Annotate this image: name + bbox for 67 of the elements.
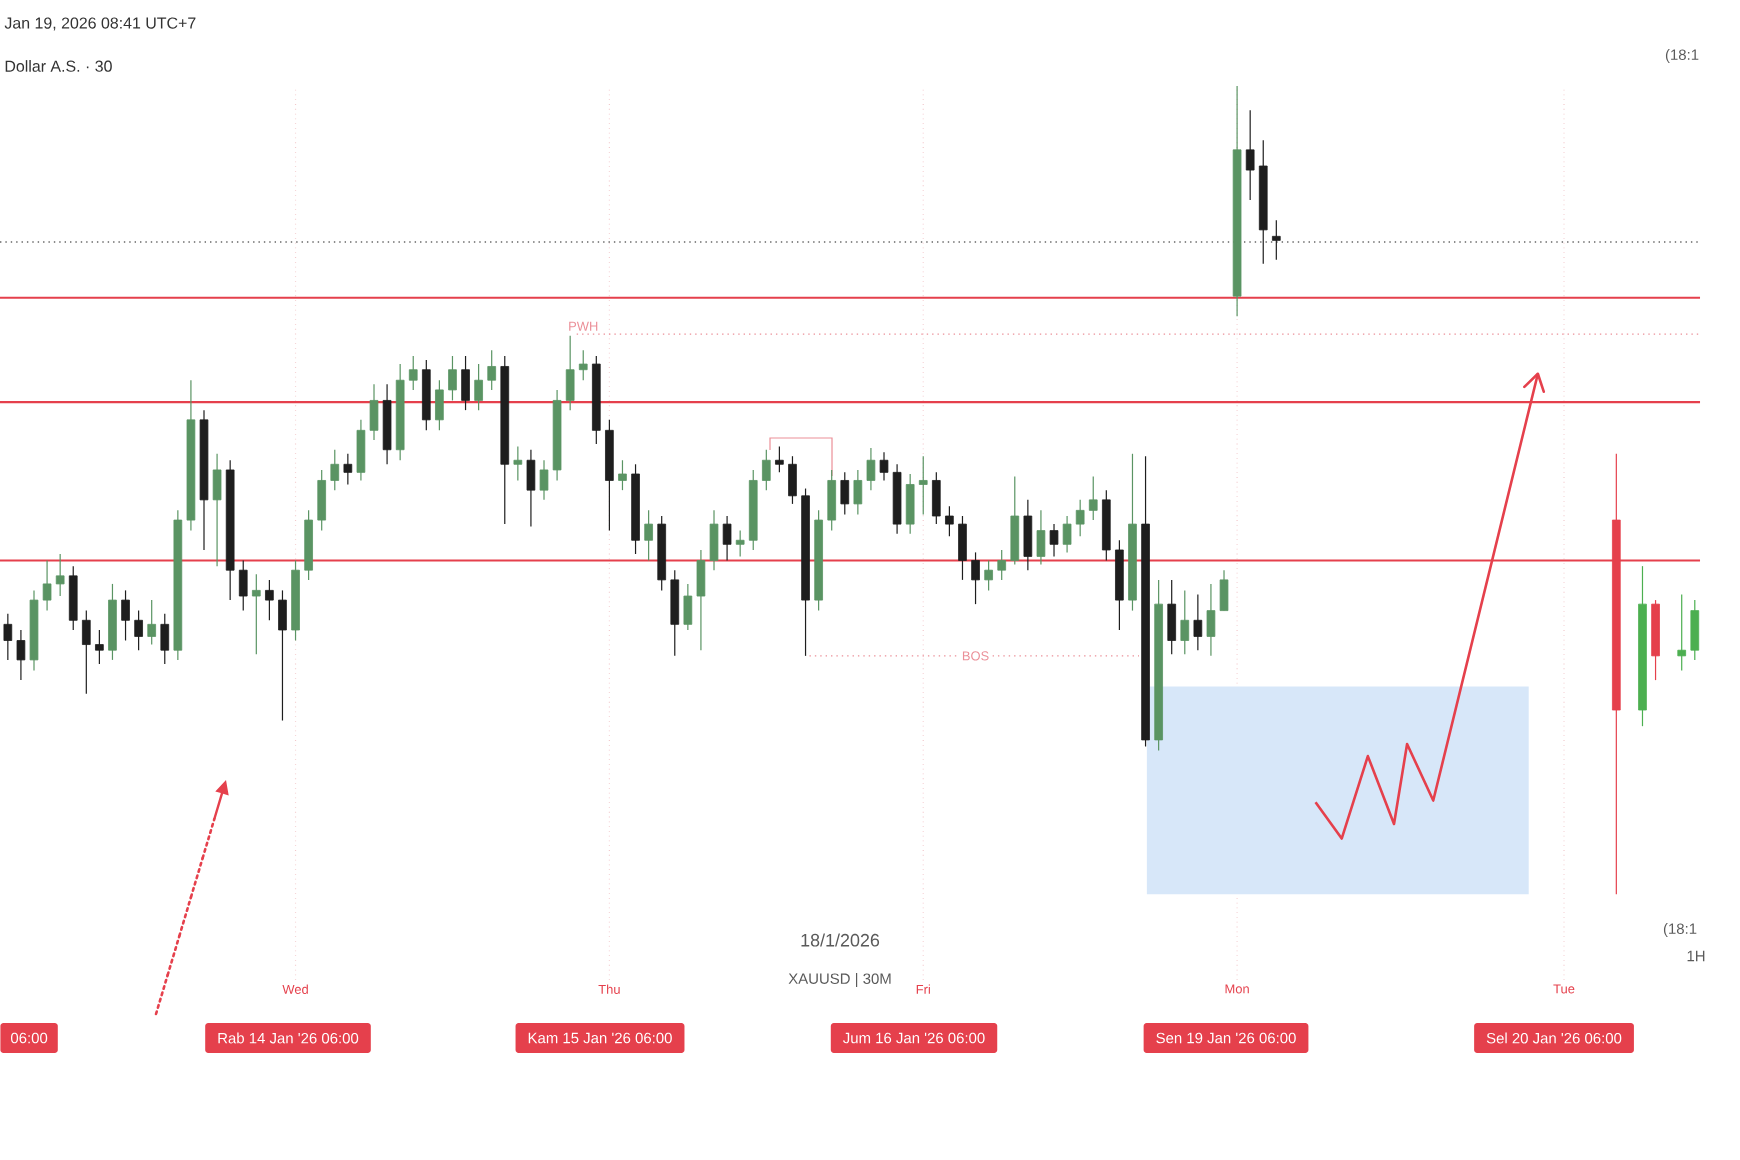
candlestick bbox=[1036, 509, 1046, 566]
candlestick bbox=[95, 629, 104, 665]
candlestick bbox=[330, 449, 340, 491]
candlestick bbox=[68, 565, 78, 631]
candlestick bbox=[578, 349, 588, 381]
candlestick bbox=[958, 515, 967, 581]
candlestick bbox=[278, 589, 287, 722]
candlestick bbox=[251, 573, 261, 655]
candlestick bbox=[827, 469, 837, 532]
candlestick bbox=[1088, 475, 1098, 521]
candlestick bbox=[932, 471, 941, 525]
candlestick bbox=[3, 613, 13, 661]
candlestick bbox=[735, 529, 745, 558]
candlestick bbox=[683, 583, 693, 631]
candlestick bbox=[866, 447, 876, 491]
candlestick bbox=[788, 455, 797, 505]
candlestick bbox=[905, 473, 915, 535]
candlestick bbox=[238, 559, 248, 612]
candlestick bbox=[539, 459, 549, 501]
candlestick bbox=[618, 459, 627, 491]
candlestick bbox=[1049, 523, 1059, 558]
candlestick bbox=[317, 469, 327, 532]
candlestick bbox=[461, 355, 470, 411]
candlestick bbox=[513, 445, 523, 482]
candlestick bbox=[1023, 499, 1033, 571]
candlestick bbox=[644, 509, 653, 562]
candlestick bbox=[81, 609, 91, 695]
candlestick bbox=[147, 599, 157, 646]
candlestick bbox=[343, 453, 353, 486]
candlestick bbox=[42, 559, 52, 612]
candlestick bbox=[670, 569, 680, 657]
candlestick bbox=[408, 355, 418, 391]
candlestick bbox=[1690, 599, 1700, 661]
candlestick bbox=[134, 609, 143, 651]
candlestick bbox=[1272, 219, 1281, 261]
candlestick bbox=[997, 549, 1007, 581]
candlestick bbox=[1075, 499, 1085, 537]
candlestick bbox=[1193, 593, 1203, 651]
candlestick bbox=[775, 445, 784, 473]
candlestick bbox=[121, 589, 130, 642]
candlestick bbox=[918, 455, 928, 515]
candlestick bbox=[565, 335, 575, 411]
candlestick bbox=[853, 469, 863, 515]
candlestick bbox=[1245, 109, 1255, 201]
candlestick bbox=[984, 559, 993, 591]
candlestick bbox=[448, 355, 457, 402]
candlestick bbox=[1180, 589, 1190, 655]
candlestick bbox=[265, 579, 274, 621]
candlestick bbox=[1062, 515, 1072, 553]
candlestick bbox=[1010, 475, 1020, 566]
candlestick bbox=[526, 449, 536, 528]
candlestick bbox=[840, 471, 850, 515]
candlestick bbox=[435, 379, 444, 431]
candlestick bbox=[160, 613, 170, 665]
candlestick bbox=[1167, 579, 1177, 655]
candlestick bbox=[879, 451, 889, 482]
candlestick bbox=[474, 363, 483, 411]
candlestick bbox=[487, 349, 497, 391]
candlestick bbox=[1677, 593, 1687, 672]
candlestick bbox=[55, 553, 65, 597]
candlestick bbox=[212, 453, 222, 567]
candlestick bbox=[945, 505, 954, 537]
text: 18/1/2026 bbox=[801, 933, 880, 947]
candlestick bbox=[16, 629, 26, 681]
candlestick bbox=[971, 551, 980, 605]
candlestick bbox=[722, 515, 732, 562]
candlestick bbox=[761, 449, 771, 491]
